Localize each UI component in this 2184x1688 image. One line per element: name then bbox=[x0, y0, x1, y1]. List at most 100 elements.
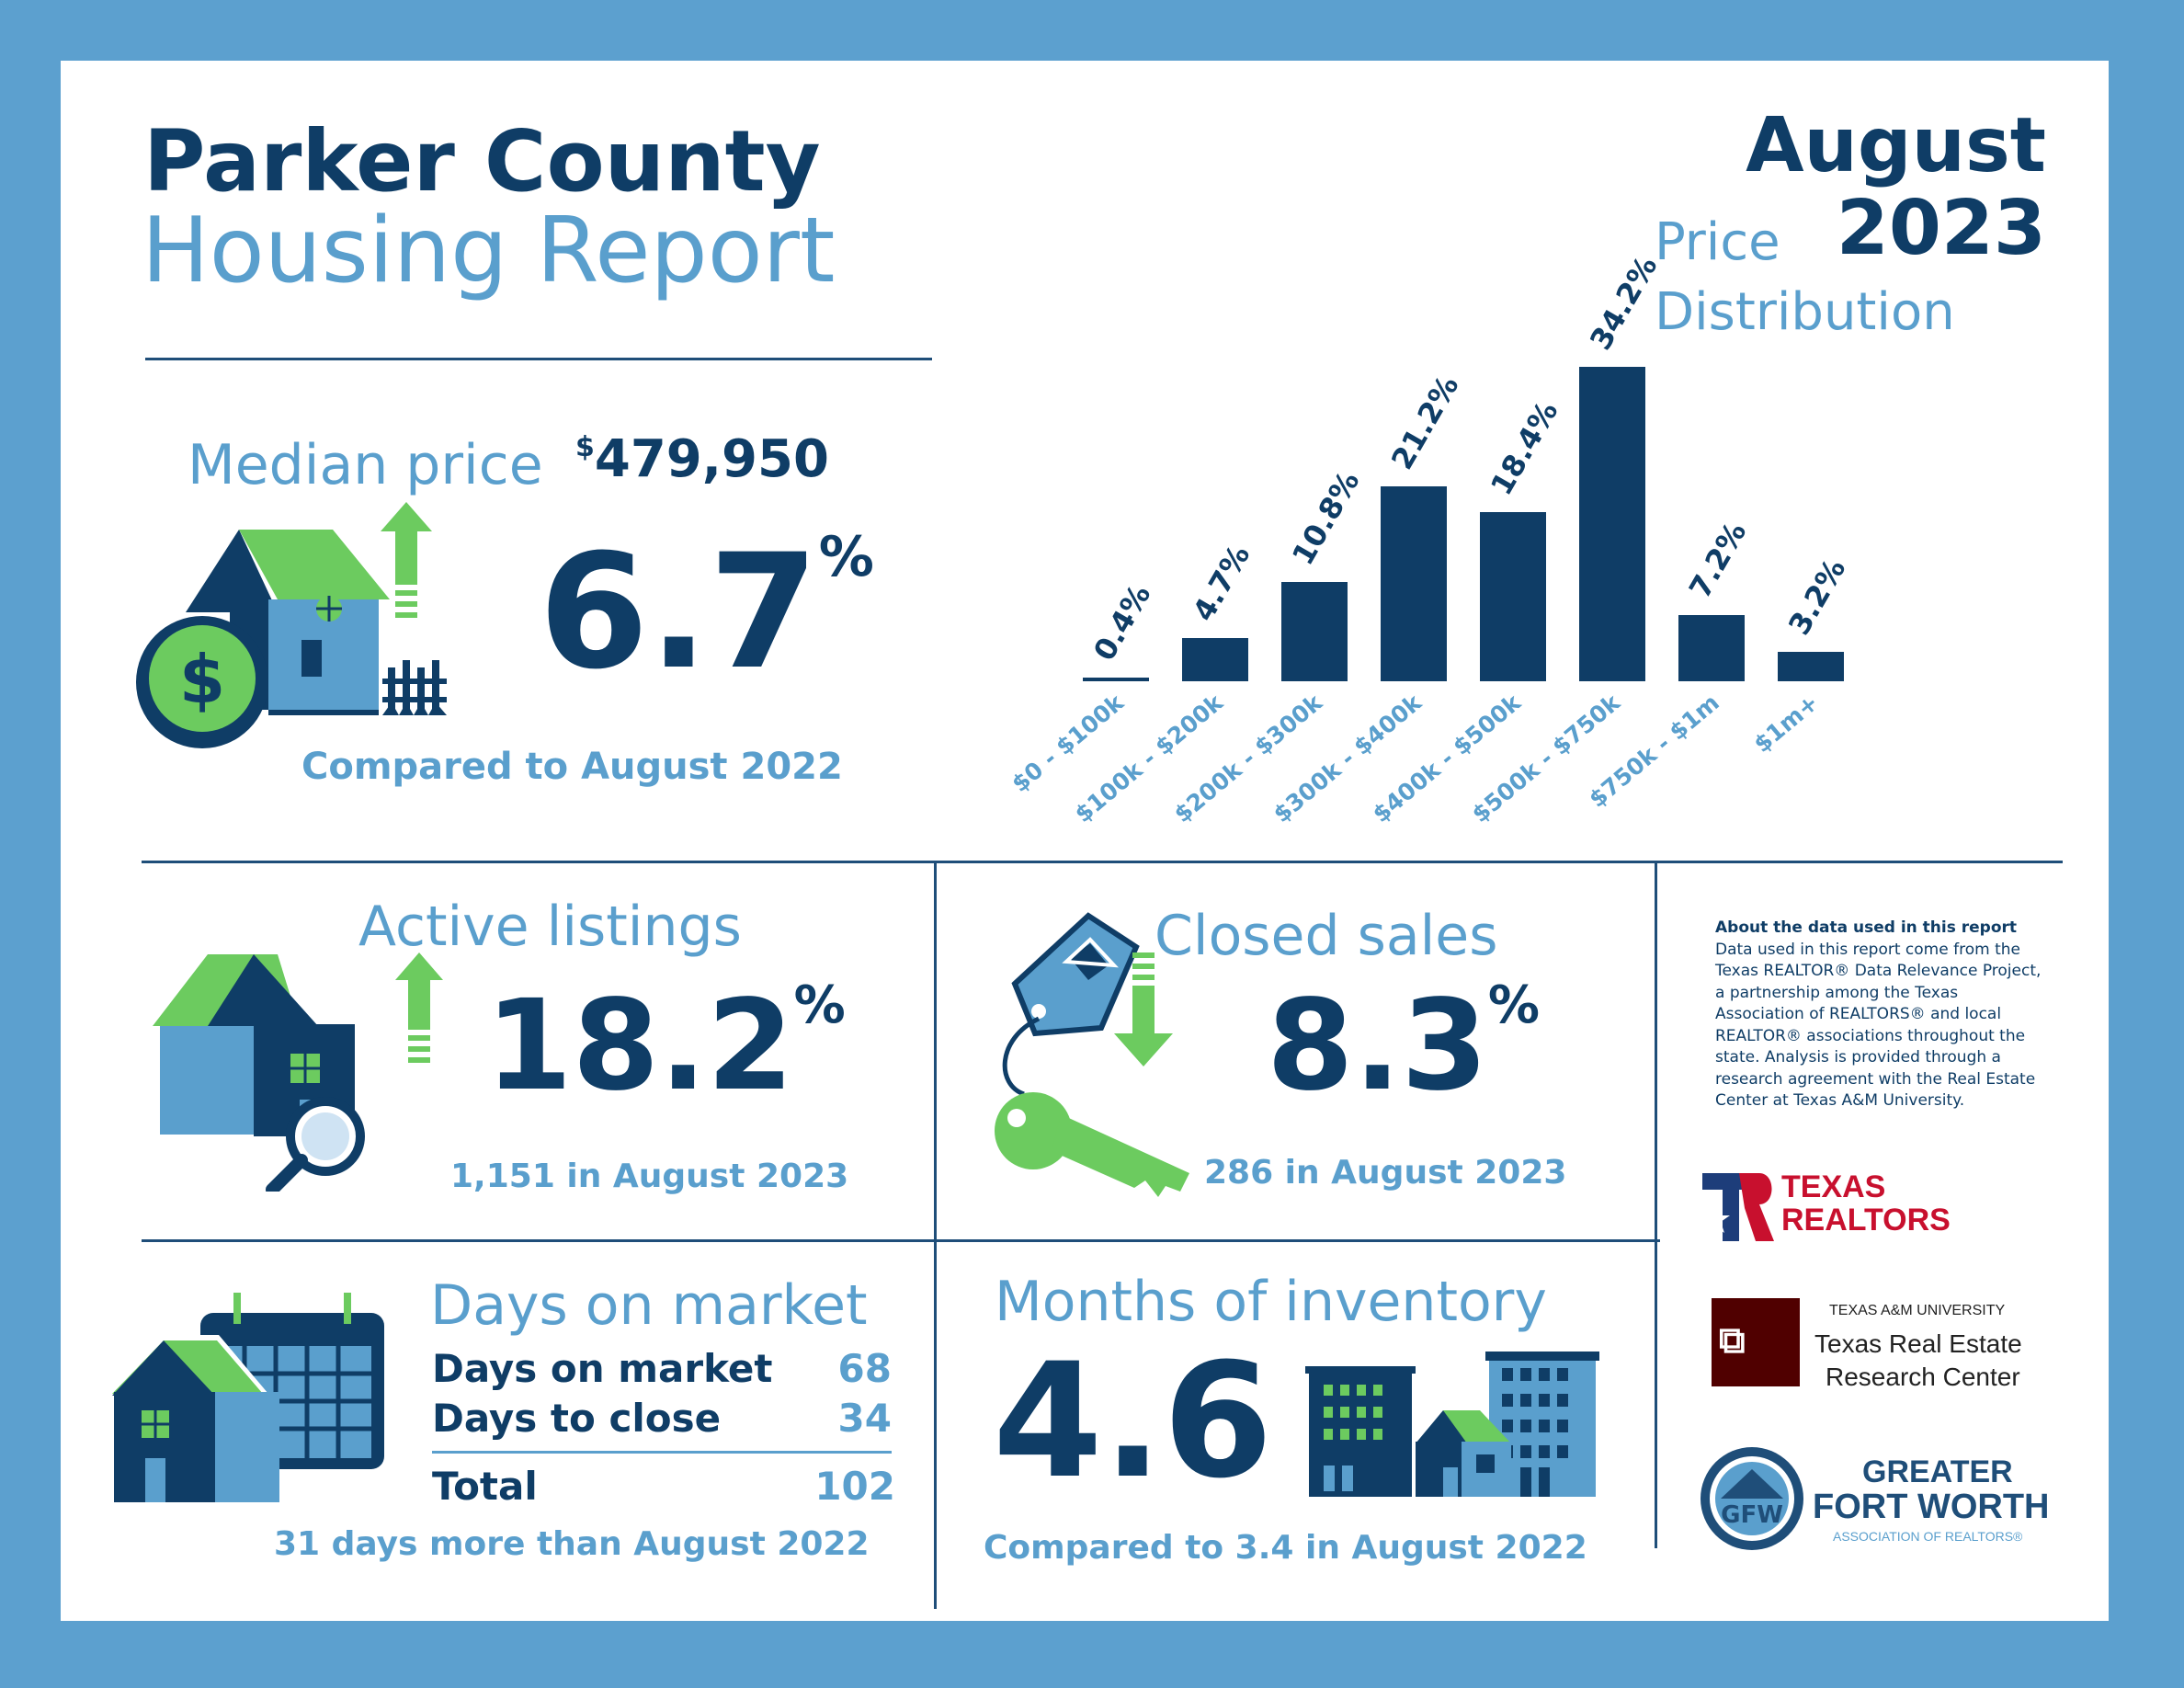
active-listings-change-value: 18.2 bbox=[485, 974, 794, 1119]
months-inventory-comparison: Compared to 3.4 in August 2022 bbox=[984, 1529, 1587, 1567]
median-price-change: 6.7% bbox=[539, 530, 874, 691]
column-divider-2 bbox=[1655, 862, 1657, 1548]
chart-category-label: $1m+ bbox=[1749, 689, 1824, 758]
gfw-logo: GFW GREATER FORT WORTH ASSOCIATION OF RE… bbox=[1697, 1443, 2083, 1563]
arrow-up-icon bbox=[381, 502, 432, 618]
about-line: Data used in this report come from the bbox=[1715, 940, 2020, 959]
months-inventory-label: Months of inventory bbox=[995, 1270, 1547, 1334]
percent-sign: % bbox=[1487, 975, 1541, 1035]
gfw-line1: GREATER bbox=[1862, 1454, 2013, 1489]
dom-row-label: Days to close bbox=[432, 1396, 722, 1441]
dollar-coin-icon: $ bbox=[136, 616, 268, 748]
house-money-illustration: $ bbox=[136, 502, 447, 748]
dom-total-label: Total bbox=[432, 1464, 538, 1509]
median-price-label: Median price bbox=[188, 433, 543, 497]
median-price-comparison: Compared to August 2022 bbox=[301, 746, 843, 788]
about-line: a partnership among the Texas bbox=[1715, 983, 1959, 1002]
report-month: August bbox=[1746, 102, 2046, 189]
house-icon bbox=[1416, 1410, 1511, 1497]
dom-row-value: 68 bbox=[837, 1346, 892, 1391]
chart-bar bbox=[1281, 582, 1348, 681]
closed-sales-change-value: 8.3 bbox=[1267, 974, 1488, 1119]
about-line: state. Analysis is provided through a bbox=[1715, 1048, 2001, 1066]
chart-bar bbox=[1480, 512, 1546, 681]
tag-key-illustration bbox=[995, 912, 1189, 1197]
chart-value-label: 18.4% bbox=[1484, 395, 1564, 501]
about-section: About the data used in this report Data … bbox=[1715, 918, 2083, 1112]
fence-icon bbox=[382, 660, 447, 715]
median-price-change-value: 6.7 bbox=[539, 519, 819, 704]
buildings-illustration bbox=[1305, 1352, 1599, 1497]
texas-realtors-mark-icon bbox=[1702, 1173, 1774, 1241]
tamu-center-line2: Research Center bbox=[1826, 1363, 2020, 1391]
percent-sign: % bbox=[793, 975, 846, 1035]
chart-value-label: 34.2% bbox=[1583, 250, 1664, 356]
calendar-house-illustration bbox=[108, 1293, 384, 1502]
percent-sign: % bbox=[818, 525, 874, 589]
about-line: REALTOR® associations throughout the bbox=[1715, 1026, 2026, 1045]
tamu-mark-icon: ⧉ bbox=[1712, 1298, 1800, 1386]
chart-title-line2: Distribution bbox=[1655, 282, 1955, 342]
about-line: Texas REALTOR® Data Relevance Project, bbox=[1715, 962, 2042, 980]
closed-sales-label: Closed sales bbox=[1155, 904, 1498, 968]
chart-value-label: 4.7% bbox=[1186, 539, 1257, 627]
chart-value-label: 3.2% bbox=[1781, 553, 1852, 641]
title-divider bbox=[145, 358, 932, 360]
dom-total-divider bbox=[432, 1451, 892, 1454]
chart-bar bbox=[1778, 652, 1844, 681]
chart-value-label: 7.2% bbox=[1682, 516, 1753, 604]
dom-row-label: Days on market bbox=[432, 1346, 773, 1391]
gfw-mark-icon: GFW bbox=[1701, 1447, 1803, 1550]
arrow-up-icon bbox=[395, 952, 443, 1063]
tamu-center-line1: Texas Real Estate bbox=[1814, 1329, 2022, 1358]
column-divider-1 bbox=[934, 862, 937, 1609]
chart-title-line1: Price bbox=[1655, 212, 1780, 272]
median-price-value-group: $479,950 bbox=[575, 434, 829, 485]
chart-bar bbox=[1579, 367, 1645, 681]
texas-realtors-line1: TEXAS bbox=[1781, 1169, 1886, 1204]
svg-text:GFW: GFW bbox=[1721, 1501, 1783, 1529]
about-line: Center at Texas A&M University. bbox=[1715, 1091, 1965, 1110]
currency-symbol: $ bbox=[575, 431, 595, 463]
svg-text:$: $ bbox=[179, 641, 225, 718]
gfw-line3: ASSOCIATION OF REALTORS® bbox=[1833, 1529, 2023, 1544]
median-price-value: 479,950 bbox=[594, 429, 829, 489]
title-line2: Housing Report bbox=[142, 199, 836, 303]
months-inventory-value: 4.6 bbox=[993, 1329, 1273, 1513]
chart-value-label: 21.2% bbox=[1384, 370, 1465, 475]
chart-bar bbox=[1182, 638, 1248, 681]
active-listings-detail: 1,151 in August 2023 bbox=[450, 1158, 849, 1195]
tamu-university-name: TEXAS A&M UNIVERSITY bbox=[1829, 1303, 2006, 1318]
about-heading: About the data used in this report bbox=[1715, 918, 2018, 937]
active-listings-change: 18.2% bbox=[485, 980, 846, 1110]
gfw-line2: FORT WORTH bbox=[1813, 1488, 2050, 1526]
tamu-logo: ⧉ TEXAS A&M UNIVERSITY Texas Real Estate… bbox=[1712, 1298, 2079, 1399]
key-icon bbox=[995, 1092, 1189, 1197]
texas-realtors-logo: TEXAS REALTORS bbox=[1702, 1169, 1996, 1261]
building-left-icon bbox=[1305, 1366, 1416, 1497]
chart-bar bbox=[1381, 486, 1447, 681]
dom-row-value: 34 bbox=[837, 1396, 892, 1441]
magnifier-icon bbox=[266, 1097, 365, 1192]
dom-row-1: Days on market 68 bbox=[432, 1350, 892, 1388]
arrow-down-icon bbox=[1114, 952, 1173, 1066]
dom-total-row: Total 102 bbox=[432, 1467, 895, 1506]
closed-sales-detail: 286 in August 2023 bbox=[1204, 1154, 1567, 1192]
chart-value-label: 10.8% bbox=[1285, 465, 1366, 571]
about-line: Association of REALTORS® and local bbox=[1715, 1005, 2002, 1023]
section-divider-2 bbox=[142, 1239, 1660, 1242]
dom-total-value: 102 bbox=[814, 1464, 895, 1509]
about-line: research agreement with the Real Estate bbox=[1715, 1069, 2036, 1089]
report-year: 2023 bbox=[1836, 185, 2046, 272]
house-search-illustration bbox=[153, 952, 443, 1192]
chart-bar bbox=[1083, 678, 1149, 681]
report-card: Parker County Housing Report August 2023… bbox=[61, 61, 2109, 1621]
days-on-market-label: Days on market bbox=[430, 1273, 868, 1338]
texas-realtors-line2: REALTORS bbox=[1781, 1203, 1951, 1237]
section-divider-1 bbox=[142, 861, 2063, 863]
dom-comparison: 31 days more than August 2022 bbox=[274, 1525, 870, 1563]
house-icon bbox=[108, 1335, 279, 1502]
active-listings-label: Active listings bbox=[358, 895, 742, 959]
closed-sales-change: 8.3% bbox=[1267, 980, 1540, 1110]
